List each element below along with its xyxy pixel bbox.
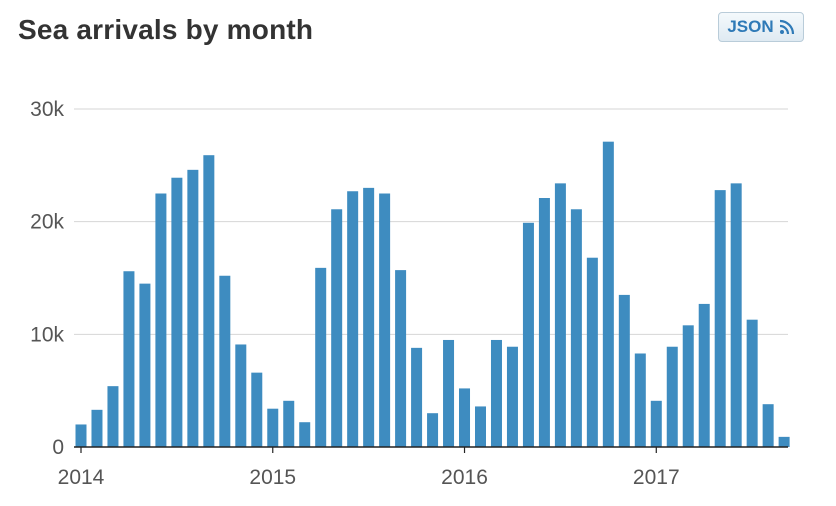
x-tick-label: 2016 (441, 466, 488, 489)
bar-2014-08 (187, 169, 199, 447)
bar-2016-05 (522, 222, 534, 447)
bar-2016-12 (634, 353, 646, 447)
bar-2015-01 (267, 408, 279, 447)
bar-2017-01 (650, 400, 662, 447)
x-tick-label: 2015 (249, 466, 296, 489)
x-tick-label: 2014 (58, 466, 105, 489)
y-tick-label: 20k (30, 211, 64, 234)
bar-2015-04 (315, 267, 327, 447)
bar-2015-10 (411, 347, 423, 447)
bar-2016-09 (586, 257, 598, 447)
chart-title: Sea arrivals by month (18, 14, 314, 45)
bar-2017-09 (778, 436, 790, 447)
y-tick-label: 0 (52, 436, 64, 459)
bar-2017-08 (762, 404, 774, 447)
axes: 0 10k 20k 30k 2014 2015 2016 2017 (30, 98, 788, 489)
bar-2016-08 (570, 209, 582, 447)
bar-2015-11 (427, 413, 439, 447)
bar-2015-09 (395, 270, 407, 447)
bar-2014-10 (219, 275, 231, 447)
bar-2017-03 (682, 325, 694, 447)
bar-2014-01 (75, 424, 87, 447)
bar-2017-07 (746, 319, 758, 447)
bar-2015-06 (347, 191, 359, 447)
bar-2014-12 (251, 372, 263, 447)
bar-2017-04 (698, 303, 710, 447)
bar-2016-01 (459, 388, 471, 447)
bar-2014-09 (203, 155, 215, 447)
bar-2016-11 (618, 294, 630, 447)
bar-2014-03 (107, 386, 119, 447)
bar-2016-07 (554, 183, 566, 448)
x-tick-label: 2017 (633, 466, 680, 489)
bar-2015-03 (299, 422, 311, 447)
bar-2014-06 (155, 193, 167, 447)
bar-2015-05 (331, 209, 343, 447)
bar-2014-02 (91, 409, 103, 447)
bars (75, 141, 790, 448)
json-button-label: JSON (727, 17, 774, 36)
bar-2016-06 (538, 198, 550, 447)
bar-2017-02 (666, 346, 678, 447)
bar-2017-05 (714, 190, 726, 447)
bar-2016-10 (602, 141, 614, 447)
json-download-button[interactable]: JSON (718, 12, 804, 42)
rss-feed-icon (779, 19, 794, 35)
y-tick-label: 30k (30, 98, 64, 121)
bar-2016-03 (490, 339, 502, 447)
bar-2017-06 (730, 183, 742, 448)
bar-2015-02 (283, 400, 295, 447)
bar-2015-12 (443, 339, 455, 447)
bar-2014-05 (139, 283, 151, 447)
bar-2015-07 (363, 187, 375, 447)
bar-2016-04 (506, 346, 518, 447)
bar-2016-02 (475, 406, 486, 447)
y-tick-label: 10k (30, 323, 64, 346)
bar-2014-04 (123, 271, 135, 447)
bar-2015-08 (379, 193, 391, 447)
bar-2014-11 (235, 344, 247, 447)
bar-2014-07 (171, 177, 183, 447)
